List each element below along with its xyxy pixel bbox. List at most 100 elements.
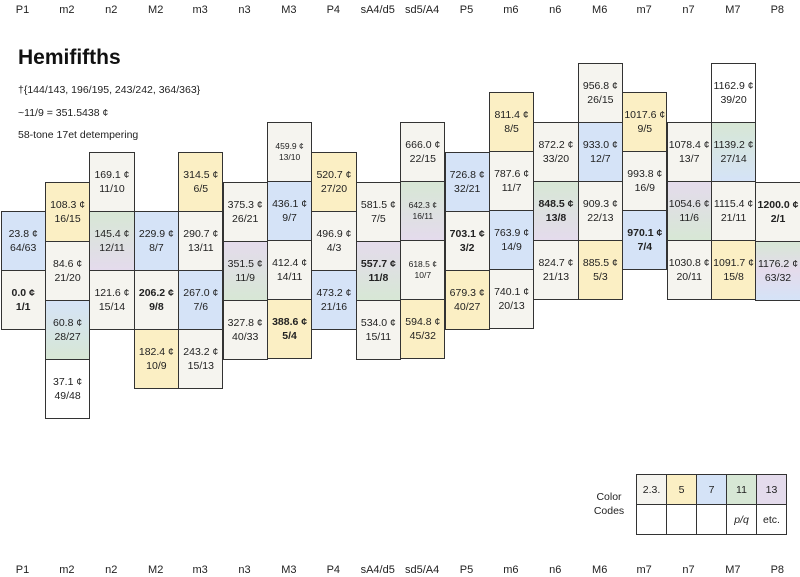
ratio-value: 14/11 bbox=[276, 271, 303, 283]
legend-note-3 bbox=[696, 504, 727, 535]
ratio-value: 7/4 bbox=[637, 241, 653, 253]
cents-value: 243.2 ¢ bbox=[183, 345, 219, 358]
ratio-value: 13/8 bbox=[545, 212, 567, 224]
interval-cell-26-15: 956.8 ¢ 26/15 bbox=[577, 63, 624, 123]
interval-cell-16-9: 993.8 ¢ 16/9 bbox=[622, 151, 668, 211]
column-header-p8: P8 bbox=[770, 564, 785, 576]
legend-swatch-2-3: 2.3. bbox=[636, 474, 667, 505]
interval-cell-28-27: 60.8 ¢ 28/27 bbox=[44, 300, 91, 360]
column-header-n2: n2 bbox=[105, 564, 118, 576]
cents-value: 23.8 ¢ bbox=[8, 227, 38, 240]
cents-value: 993.8 ¢ bbox=[627, 167, 663, 180]
interval-cell-39-20: 1162.9 ¢ 39/20 bbox=[710, 63, 757, 123]
cents-value: 1054.6 ¢ bbox=[668, 197, 710, 210]
ratio-value: 22/15 bbox=[409, 153, 436, 165]
column-header-n3: n3 bbox=[238, 564, 251, 576]
cents-value: 703.1 ¢ bbox=[449, 227, 485, 240]
ratio-value: 11/7 bbox=[501, 182, 522, 194]
ratio-value: 11/10 bbox=[99, 183, 125, 195]
ratio-value: 11/8 bbox=[368, 272, 389, 284]
cents-value: 84.6 ¢ bbox=[52, 257, 83, 270]
ratio-value: 7/6 bbox=[193, 301, 209, 313]
ratio-value: 21/16 bbox=[320, 301, 348, 313]
interval-cell-10-9: 182.4 ¢ 10/9 bbox=[133, 329, 180, 389]
cents-value: 740.1 ¢ bbox=[494, 285, 530, 298]
cents-value: 520.7 ¢ bbox=[316, 168, 352, 181]
cents-value: 169.1 ¢ bbox=[94, 168, 130, 181]
cents-value: 375.3 ¢ bbox=[227, 198, 263, 211]
ratio-value: 15/11 bbox=[365, 331, 392, 343]
ratio-value: 16/15 bbox=[54, 213, 81, 225]
ratio-value: 64/63 bbox=[10, 242, 37, 254]
ratio-value: 1/1 bbox=[15, 301, 31, 313]
ratio-value: 28/27 bbox=[54, 331, 81, 343]
column-header-m3: M3 bbox=[281, 4, 297, 16]
legend-swatch-5: 5 bbox=[666, 474, 697, 505]
interval-cell-10-7: 618.5 ¢ 10/7 bbox=[400, 240, 446, 300]
column-header-n2: n2 bbox=[105, 4, 118, 16]
interval-cell-40-33: 327.8 ¢ 40/33 bbox=[222, 300, 268, 360]
interval-cell-13-11: 290.7 ¢ 13/11 bbox=[178, 211, 224, 271]
interval-cell-11-10: 169.1 ¢ 11/10 bbox=[89, 152, 135, 212]
interval-cell-49-48: 37.1 ¢ 49/48 bbox=[44, 359, 91, 419]
ratio-value: 21/20 bbox=[54, 272, 81, 284]
column-header-n7: n7 bbox=[682, 564, 695, 576]
cents-value: 327.8 ¢ bbox=[227, 316, 263, 329]
column-header-m6: M6 bbox=[592, 564, 608, 576]
interval-cell-9-8: 206.2 ¢ 9/8 bbox=[133, 270, 180, 330]
ratio-value: 11/9 bbox=[235, 272, 256, 284]
ratio-value: 12/11 bbox=[99, 242, 125, 254]
cents-value: 848.5 ¢ bbox=[538, 197, 574, 210]
column-header-sa4-d5: sA4/d5 bbox=[360, 4, 395, 16]
column-header-p5: P5 bbox=[459, 4, 474, 16]
ratio-value: 45/32 bbox=[409, 330, 436, 342]
ratio-value: 3/2 bbox=[459, 242, 475, 254]
ratio-value: 16/9 bbox=[634, 182, 655, 194]
ratio-value: 39/20 bbox=[720, 94, 747, 106]
interval-cell-33-20: 872.2 ¢ 33/20 bbox=[533, 122, 579, 182]
interval-cell-20-13: 740.1 ¢ 20/13 bbox=[488, 269, 535, 329]
cents-value: 388.6 ¢ bbox=[272, 315, 308, 328]
column-header-m3: m3 bbox=[192, 4, 208, 16]
cents-value: 811.4 ¢ bbox=[494, 108, 529, 121]
cents-value: 956.8 ¢ bbox=[582, 79, 618, 92]
interval-cell-27-14: 1139.2 ¢ 27/14 bbox=[710, 122, 757, 182]
ratio-value: 21/11 bbox=[720, 212, 747, 224]
cents-value: 666.0 ¢ bbox=[405, 138, 441, 151]
cents-value: 290.7 ¢ bbox=[183, 227, 219, 240]
interval-cell-13-7: 1078.4 ¢ 13/7 bbox=[666, 122, 712, 182]
cents-value: 618.5 ¢ bbox=[408, 258, 437, 269]
ratio-value: 10/9 bbox=[146, 360, 167, 372]
cents-value: 267.0 ¢ bbox=[183, 286, 219, 299]
ratio-value: 2/1 bbox=[770, 213, 786, 225]
legend-note-4: p/q bbox=[726, 504, 757, 535]
ratio-value: 5/3 bbox=[593, 271, 608, 283]
ratio-value: 27/20 bbox=[320, 183, 348, 195]
column-header-sd5-a4: sd5/A4 bbox=[404, 564, 440, 576]
interval-cell-11-8: 557.7 ¢ 11/8 bbox=[355, 241, 402, 301]
interval-cell-13-8: 848.5 ¢ 13/8 bbox=[533, 181, 579, 241]
interval-cell-11-7: 787.6 ¢ 11/7 bbox=[488, 151, 535, 211]
ratio-value: 4/3 bbox=[326, 242, 342, 254]
interval-cell-26-21: 375.3 ¢ 26/21 bbox=[222, 182, 268, 242]
interval-cell-5-4: 388.6 ¢ 5/4 bbox=[266, 299, 313, 359]
cents-value: 1139.2 ¢ bbox=[713, 138, 754, 151]
interval-cell-11-9: 351.5 ¢ 11/9 bbox=[222, 241, 268, 301]
cents-value: 473.2 ¢ bbox=[316, 286, 352, 299]
interval-cell-27-20: 520.7 ¢ 27/20 bbox=[311, 152, 357, 212]
interval-cell-13-10: 459.9 ¢ 13/10 bbox=[266, 122, 313, 182]
column-header-p5: P5 bbox=[459, 564, 474, 576]
interval-cell-14-9: 763.9 ¢ 14/9 bbox=[488, 210, 535, 270]
column-header-p1: P1 bbox=[15, 564, 30, 576]
ratio-value: 9/8 bbox=[149, 301, 164, 313]
column-header-n6: n6 bbox=[549, 564, 562, 576]
legend-swatch-13: 13 bbox=[756, 474, 787, 505]
interval-cell-15-13: 243.2 ¢ 15/13 bbox=[178, 329, 224, 389]
interval-cell-9-7: 436.1 ¢ 9/7 bbox=[266, 181, 313, 241]
cents-value: 872.2 ¢ bbox=[538, 138, 574, 151]
cents-value: 121.6 ¢ bbox=[94, 286, 130, 299]
column-header-n7: n7 bbox=[682, 4, 695, 16]
cents-value: 1115.4 ¢ bbox=[713, 197, 754, 210]
interval-cell-4-3: 496.9 ¢ 4/3 bbox=[311, 211, 357, 271]
cents-value: 534.0 ¢ bbox=[360, 316, 396, 329]
